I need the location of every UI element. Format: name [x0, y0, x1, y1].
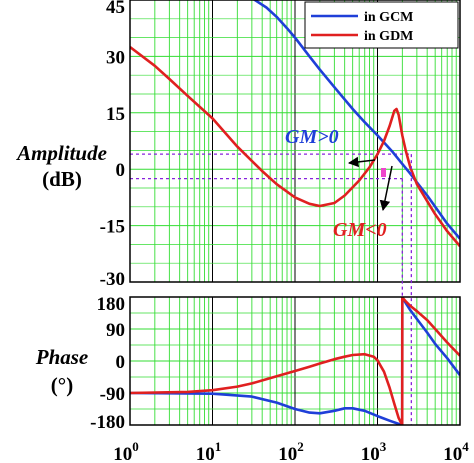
phase-y-label: Phase — [35, 345, 89, 369]
y-tick-label: -90 — [100, 384, 125, 405]
phase-series — [130, 297, 460, 425]
annotation-arrow-gm-positive — [347, 156, 376, 168]
phase-frame — [129, 296, 461, 426]
y-tick-label: 30 — [106, 47, 125, 68]
gcm-margin-marker — [381, 168, 386, 177]
legend: in GCM in GDM — [304, 1, 459, 49]
y-tick-label: -30 — [100, 269, 125, 290]
y-tick-label: -15 — [100, 217, 125, 238]
amplitude-series — [130, 0, 460, 248]
x-tick-label: 100 — [113, 439, 139, 463]
amplitude-y-unit: (dB) — [42, 167, 82, 191]
y-tick-label: 90 — [106, 320, 125, 341]
x-axis-ticks: 100 101 102 103 104 — [113, 439, 469, 463]
x-tick-label: 103 — [361, 439, 387, 463]
amplitude-y-ticks: 45 30 15 0 -15 -30 — [100, 0, 125, 290]
annotation-gm-negative: GM<0 — [333, 219, 387, 241]
y-tick-label: -180 — [90, 412, 125, 433]
amplitude-panel: 45 30 15 0 -15 -30 Amplitude (dB) in GCM in G… — [15, 0, 461, 290]
amplitude-frame — [129, 0, 461, 283]
phase-panel: 180 90 0 -90 -180 Phase (°) — [35, 154, 461, 433]
annotation-gm-positive: GM>0 — [285, 126, 339, 148]
legend-box — [304, 1, 459, 49]
y-tick-label: 15 — [106, 104, 125, 125]
phase-y-unit: (°) — [51, 373, 73, 397]
legend-label-gdm: in GDM — [364, 29, 413, 44]
y-tick-label: 0 — [116, 352, 126, 373]
series-line-gdm — [130, 297, 460, 425]
legend-label-gcm: in GCM — [364, 10, 413, 25]
x-tick-label: 102 — [278, 439, 304, 463]
phase-grid — [130, 297, 460, 425]
y-tick-label: 180 — [97, 294, 126, 315]
annotation-arrow-gm-negative — [379, 165, 393, 212]
amplitude-y-label: Amplitude — [15, 141, 107, 165]
series-line-gdm — [130, 45, 460, 248]
y-tick-label: 45 — [106, 0, 125, 18]
x-tick-label: 101 — [196, 439, 222, 463]
phase-y-ticks: 180 90 0 -90 -180 — [90, 294, 125, 433]
series-line-gcm — [252, 0, 460, 240]
amplitude-reference-lines — [130, 153, 412, 180]
series-line-gcm — [130, 297, 460, 425]
x-tick-label: 104 — [443, 439, 469, 463]
y-tick-label: 0 — [116, 160, 126, 181]
